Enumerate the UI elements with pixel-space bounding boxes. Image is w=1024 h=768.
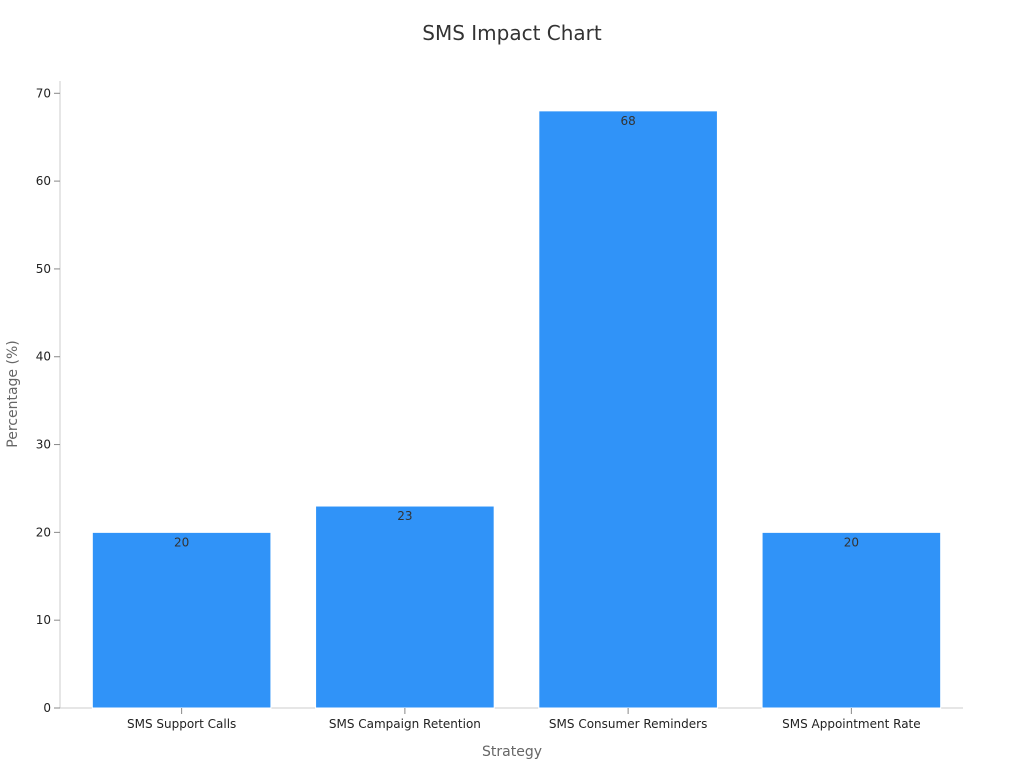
x-axis-ticks: SMS Support Calls SMS Campaign Retention S… <box>127 708 921 731</box>
y-tick-label: 20 <box>36 525 51 539</box>
data-labels-group: 20 23 68 20 <box>174 114 859 550</box>
y-axis-label: Percentage (%) <box>5 340 21 447</box>
bar <box>761 531 942 709</box>
y-tick-label: 50 <box>36 262 51 276</box>
x-tick-label: SMS Support Calls <box>127 717 236 731</box>
bar-value-label: 20 <box>844 535 859 549</box>
x-axis-label: Strategy <box>482 744 542 760</box>
y-tick-label: 10 <box>36 613 51 627</box>
y-tick-label: 40 <box>36 350 51 364</box>
chart-title: SMS Impact Chart <box>422 21 602 45</box>
bar-value-label: 20 <box>174 535 189 549</box>
y-axis-ticks: 0 10 20 30 40 50 60 70 <box>36 86 60 715</box>
y-tick-label: 60 <box>36 174 51 188</box>
bar-value-label: 68 <box>620 114 635 128</box>
y-tick-label: 0 <box>43 701 51 715</box>
bar <box>538 110 718 709</box>
x-tick-label: SMS Consumer Reminders <box>549 717 707 731</box>
y-tick-label: 70 <box>36 86 51 100</box>
bar <box>315 505 495 709</box>
x-tick-label: SMS Appointment Rate <box>782 717 921 731</box>
bar-value-label: 23 <box>397 509 412 523</box>
y-tick-label: 30 <box>36 438 51 452</box>
bars-group <box>91 110 942 709</box>
bar <box>91 531 272 709</box>
x-tick-label: SMS Campaign Retention <box>329 717 481 731</box>
